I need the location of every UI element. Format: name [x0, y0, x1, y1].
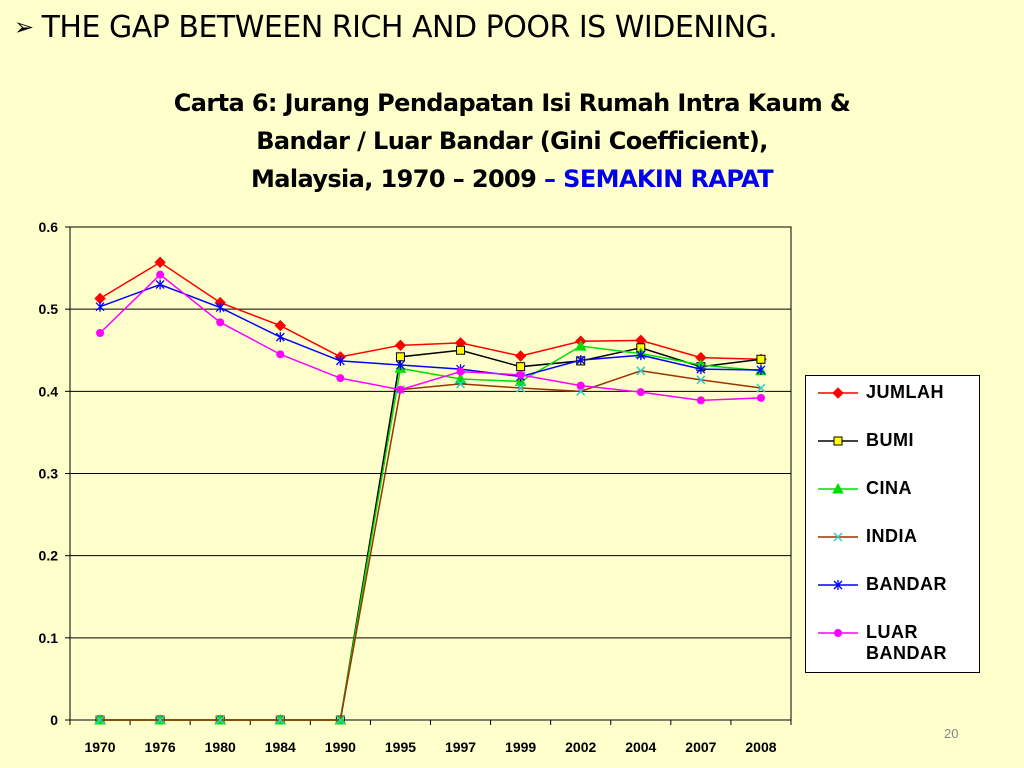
chart-title-accent: – SEMAKIN RAPAT: [544, 165, 774, 193]
chart-legend: JUMLAH BUMI CINA INDIA BANDAR LUAR BANDAR: [805, 375, 980, 673]
legend-marker: [833, 580, 843, 590]
y-tick-label: 0.2: [39, 548, 59, 564]
data-point: [154, 256, 166, 269]
y-tick-label: 0.4: [39, 383, 59, 399]
legend-label: BUMI: [866, 430, 914, 450]
chart-title-line-1: Carta 6: Jurang Pendapatan Isi Rumah Int…: [173, 89, 851, 117]
y-tick-label: 0: [50, 712, 58, 728]
data-point: [215, 715, 225, 725]
series-line: [100, 370, 762, 721]
y-tick-label: 0.6: [39, 219, 59, 235]
data-point: [335, 715, 345, 725]
data-point: [636, 366, 646, 376]
data-point: [574, 340, 587, 351]
legend-marker: [834, 629, 842, 637]
legend-marker: [832, 387, 844, 399]
x-tick-label: 1997: [445, 739, 476, 755]
data-point: [215, 302, 225, 313]
data-point: [456, 367, 465, 376]
data-point: [696, 396, 705, 405]
x-tick-label: 1995: [385, 739, 416, 755]
legend-swatch: [818, 482, 858, 494]
x-tick-label: 1970: [84, 739, 115, 755]
data-point: [756, 364, 766, 375]
series-line: [99, 283, 761, 378]
data-point: [456, 379, 466, 389]
chart-title: Carta 6: Jurang Pendapatan Isi Rumah Int…: [0, 84, 1024, 198]
headline-text: THE GAP BETWEEN RICH AND POOR IS WIDENIN…: [41, 10, 778, 45]
data-point: [576, 386, 586, 396]
legend-label: BANDAR: [866, 574, 947, 594]
series-luar-bandar: [96, 270, 765, 405]
legend-label: LUAR BANDAR: [866, 622, 947, 663]
legend-swatch: [818, 436, 858, 446]
data-point: [155, 715, 165, 725]
x-tick-label: 2004: [625, 739, 656, 755]
data-point: [516, 383, 526, 393]
series-india: [95, 366, 766, 725]
data-point: [216, 318, 225, 327]
chart-title-line-3: Malaysia, 1970 – 2009 – SEMAKIN RAPAT: [0, 160, 1024, 198]
arrow-bullet-icon: ➢: [14, 13, 34, 41]
legend-marker: [833, 436, 843, 446]
legend-marker: [833, 532, 843, 542]
x-tick-label: 2008: [745, 739, 776, 755]
data-point: [576, 355, 586, 366]
data-point: [756, 383, 766, 393]
data-point: [514, 350, 527, 362]
data-point: [696, 375, 706, 385]
legend-marker: [832, 482, 844, 494]
data-point: [516, 362, 526, 372]
chart-title-line-3-main: Malaysia, 1970 – 2009: [250, 165, 537, 193]
data-point: [95, 715, 105, 725]
data-point: [395, 360, 405, 371]
page-number: 20: [944, 726, 959, 741]
data-point: [636, 388, 645, 397]
x-tick-label: 1976: [145, 739, 176, 755]
data-point: [456, 345, 466, 355]
x-tick-label: 2007: [685, 739, 716, 755]
data-point: [395, 352, 405, 362]
legend-label: JUMLAH: [866, 382, 944, 402]
x-tick-label: 1980: [205, 739, 236, 755]
series-line: [99, 261, 761, 361]
data-point: [275, 715, 285, 725]
data-point: [576, 381, 585, 390]
y-tick-label: 0.1: [39, 630, 59, 646]
data-point: [396, 385, 405, 394]
legend-swatch: [818, 580, 858, 590]
data-point: [95, 301, 105, 312]
data-point: [274, 319, 286, 332]
legend-swatch: [818, 387, 858, 399]
data-point: [156, 270, 165, 279]
x-tick-label: 1999: [505, 739, 536, 755]
headline: ➢ THE GAP BETWEEN RICH AND POOR IS WIDENI…: [14, 10, 778, 45]
data-point: [275, 332, 285, 343]
y-tick-label: 0.5: [39, 301, 59, 317]
chart-title-line-2: Bandar / Luar Bandar (Gini Coefficient),: [256, 127, 768, 155]
legend-label: INDIA: [866, 526, 918, 546]
data-point: [336, 374, 345, 383]
data-point: [516, 370, 525, 379]
legend-label: CINA: [866, 478, 912, 498]
series-line: [99, 273, 761, 402]
x-tick-label: 2002: [565, 739, 596, 755]
data-point: [276, 350, 285, 359]
legend-swatch: [818, 629, 858, 637]
data-point: [335, 355, 345, 366]
data-point: [636, 350, 646, 361]
data-point: [756, 354, 766, 364]
x-tick-label: 1990: [325, 739, 356, 755]
data-point: [756, 393, 765, 402]
legend-swatch: [818, 532, 858, 542]
y-tick-label: 0.3: [39, 466, 59, 482]
data-point: [696, 364, 706, 375]
data-point: [96, 328, 105, 337]
data-point: [155, 279, 165, 290]
x-tick-label: 1984: [265, 739, 296, 755]
data-point: [394, 339, 407, 352]
